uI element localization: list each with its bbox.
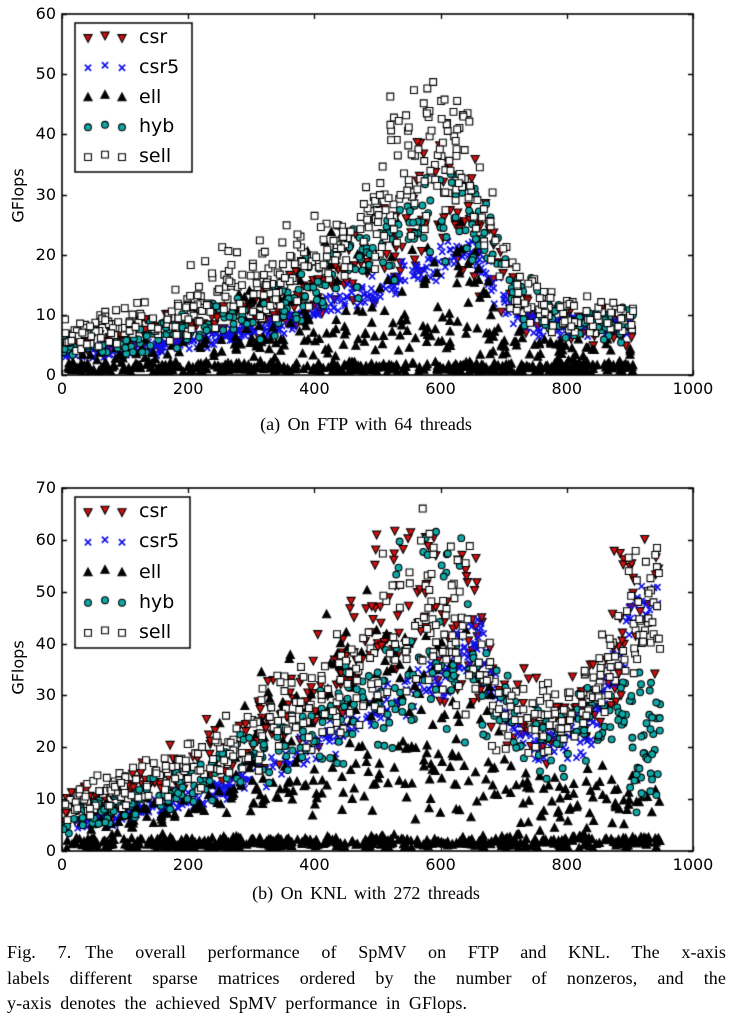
y-tick-label: 0 <box>45 365 56 384</box>
y-tick-label: 10 <box>35 304 56 324</box>
legend-label: hyb <box>139 115 175 138</box>
y-tick-label: 50 <box>35 64 56 84</box>
y-tick-label: 40 <box>35 124 56 144</box>
x-tick-label: 400 <box>299 379 330 398</box>
x-tick-label: 400 <box>299 855 330 874</box>
legend-label: csr <box>139 500 168 523</box>
y-tick-label: 60 <box>35 529 56 549</box>
x-tick-label: 1000 <box>672 379 714 398</box>
x-tick-label: 200 <box>172 855 204 874</box>
y-tick-label: 0 <box>45 841 56 860</box>
figure-caption-text: The overall performance of SpMV on FTP a… <box>85 942 726 962</box>
y-tick-label: 20 <box>35 737 56 757</box>
figure-caption-label: Fig. 7. <box>7 942 72 962</box>
legend-label: sell <box>139 620 172 643</box>
legend-label: ell <box>139 85 162 108</box>
y-tick-label: 30 <box>35 184 56 204</box>
y-tick-label: 40 <box>35 633 56 653</box>
legend-label: csr <box>139 25 168 48</box>
x-tick-label: 0 <box>56 379 68 398</box>
figure-caption-line: y-axis denotes the achieved SpMV perform… <box>7 993 468 1013</box>
legend-label: sell <box>139 145 172 168</box>
figure-caption-line: labels different sparse matrices ordered… <box>7 967 726 988</box>
legend-label: ell <box>139 560 162 583</box>
scatter-plot-canvas-ftp <box>0 0 732 445</box>
y-tick-label: 10 <box>35 789 56 809</box>
chart-b-knl: GFlops (b) On KNL with 272 threads 0 200 4… <box>0 445 732 925</box>
subcaption-b: (b) On KNL with 272 threads <box>252 883 480 903</box>
x-tick-label: 800 <box>551 379 583 398</box>
figure-caption-line: Fig. 7. The overall performance of SpMV o… <box>7 940 726 966</box>
chart-a-ftp: GFlops (a) On FTP with 64 threads 0 200 40… <box>0 0 732 445</box>
x-tick-label: 600 <box>425 855 456 874</box>
x-tick-label: 800 <box>551 855 583 874</box>
x-tick-label: 200 <box>172 379 204 398</box>
x-tick-label: 600 <box>425 379 456 398</box>
y-tick-label: 60 <box>35 4 56 23</box>
y-tick-label: 20 <box>35 244 56 264</box>
y-tick-label: 30 <box>35 685 56 705</box>
y-tick-label: 70 <box>35 478 56 497</box>
y-tick-label: 50 <box>35 581 56 601</box>
scatter-plot-canvas-knl <box>0 445 732 860</box>
x-tick-label: 1000 <box>672 855 714 874</box>
legend-label: hyb <box>139 590 175 613</box>
subcaption-a: (a) On FTP with 64 threads <box>260 414 472 434</box>
figure-caption: Fig. 7. The overall performance of SpMV o… <box>7 940 726 1017</box>
legend-label: csr5 <box>139 55 180 78</box>
legend-label: csr5 <box>139 530 180 553</box>
x-tick-label: 0 <box>56 855 68 874</box>
